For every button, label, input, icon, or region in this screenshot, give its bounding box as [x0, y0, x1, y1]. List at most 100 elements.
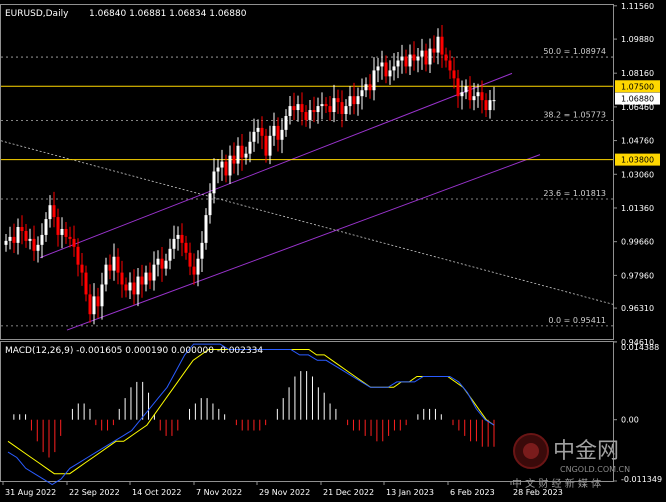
candle — [256, 119, 260, 144]
candle — [12, 223, 16, 253]
candle-body — [232, 155, 236, 164]
candle — [176, 226, 180, 251]
level-price-tag-label: 1.07500 — [621, 82, 654, 91]
candle-body — [136, 276, 140, 295]
macd-indicator — [7, 343, 495, 486]
channel-lower-line — [66, 154, 541, 331]
candle — [304, 105, 308, 127]
candle — [372, 57, 376, 101]
candle-body — [440, 36, 444, 55]
candle-body — [388, 70, 392, 77]
fib-level-label: 38.2 = 1.05773 — [543, 111, 606, 120]
candle-body — [52, 205, 56, 218]
candle — [64, 222, 68, 244]
macd-axis: 0.014388 0.00 -0.011349 — [613, 341, 662, 484]
candle — [252, 118, 256, 152]
candle — [28, 228, 32, 250]
candle-body — [484, 100, 488, 111]
candle-body — [72, 238, 76, 247]
candle — [16, 218, 20, 255]
candle-body — [356, 96, 360, 105]
candle-body — [300, 104, 304, 113]
candle — [36, 236, 40, 263]
time-axis-label: 29 Nov 2022 — [259, 488, 310, 497]
candle-body — [252, 131, 256, 142]
time-axis-label: 21 Dec 2022 — [323, 488, 374, 497]
candle-body — [280, 129, 284, 140]
candle-body — [344, 106, 348, 115]
candle — [248, 131, 252, 163]
candle — [424, 43, 428, 72]
candle — [384, 55, 388, 84]
candle-body — [156, 258, 160, 265]
candle — [316, 97, 320, 124]
level-price-tag-bg — [615, 153, 660, 166]
macd-main-line — [7, 343, 495, 486]
candle — [208, 183, 212, 224]
candle-body — [436, 36, 440, 53]
candle-body — [404, 56, 408, 67]
candle-body — [304, 112, 308, 120]
candle-body — [492, 100, 496, 102]
candle — [192, 253, 196, 285]
candle-body — [84, 272, 88, 295]
candle-body — [460, 92, 464, 97]
candle — [116, 248, 120, 285]
candle-body — [60, 228, 64, 235]
candle-body — [228, 155, 232, 176]
time-axis: 31 Aug 2022 22 Sep 2022 14 Oct 2022 7 Nov 2… — [2, 481, 563, 497]
candle — [216, 159, 220, 184]
candle-body — [188, 252, 192, 267]
candle-body — [368, 84, 372, 91]
candle — [212, 158, 216, 204]
candle-body — [128, 282, 132, 291]
level-price-tag-label: 1.03800 — [621, 156, 654, 165]
price-axis-label: 0.94610 — [621, 338, 654, 347]
horizontal-levels — [1, 85, 613, 161]
candle — [268, 125, 272, 165]
candle-body — [396, 60, 400, 67]
candle-body — [480, 92, 484, 101]
candle — [104, 257, 108, 292]
descending-dotted-line — [0, 140, 614, 305]
price-axis: 1.11560 1.09880 1.08160 1.06460 1.04760 1.030… — [613, 2, 660, 347]
candle-body — [24, 230, 28, 241]
candle — [360, 78, 364, 110]
candle — [308, 99, 312, 129]
candle — [132, 269, 136, 305]
candle — [120, 260, 124, 298]
candle — [448, 50, 452, 79]
candle-body — [432, 48, 436, 53]
macd-axis-label: 0.00 — [621, 416, 639, 425]
candle-body — [244, 153, 248, 158]
candle-body — [292, 106, 296, 111]
price-axis-label: 1.11560 — [621, 2, 654, 11]
candle — [4, 233, 8, 252]
candle-body — [152, 264, 156, 281]
price-axis-label: 1.03060 — [621, 170, 654, 179]
candle-body — [140, 276, 144, 285]
candle — [376, 57, 380, 83]
candle-body — [76, 246, 80, 265]
time-axis-label: 28 Feb 2023 — [513, 488, 563, 497]
candle-body — [92, 296, 96, 315]
macd-label: MACD(12,26,9) -0.001605 0.000190 0.00000… — [5, 346, 263, 356]
candle — [260, 116, 264, 150]
candle-body — [268, 135, 272, 156]
watermark-tagline: 中 文 财 经 新 媒 体 — [512, 477, 601, 490]
time-axis-label: 13 Jan 2023 — [386, 488, 434, 497]
candle-body — [328, 106, 332, 113]
candle-body — [200, 242, 204, 259]
candle-body — [428, 48, 432, 65]
candle — [184, 235, 188, 260]
candle — [240, 134, 244, 171]
candle-body — [376, 66, 380, 71]
candle — [88, 284, 92, 323]
fib-level-label: 23.6 = 1.01813 — [543, 189, 606, 198]
watermark-site: CNGOLD.COM.CN — [560, 465, 630, 474]
candle — [484, 93, 488, 117]
candle — [44, 212, 48, 242]
candle-body — [212, 171, 216, 194]
candle-body — [96, 296, 100, 307]
